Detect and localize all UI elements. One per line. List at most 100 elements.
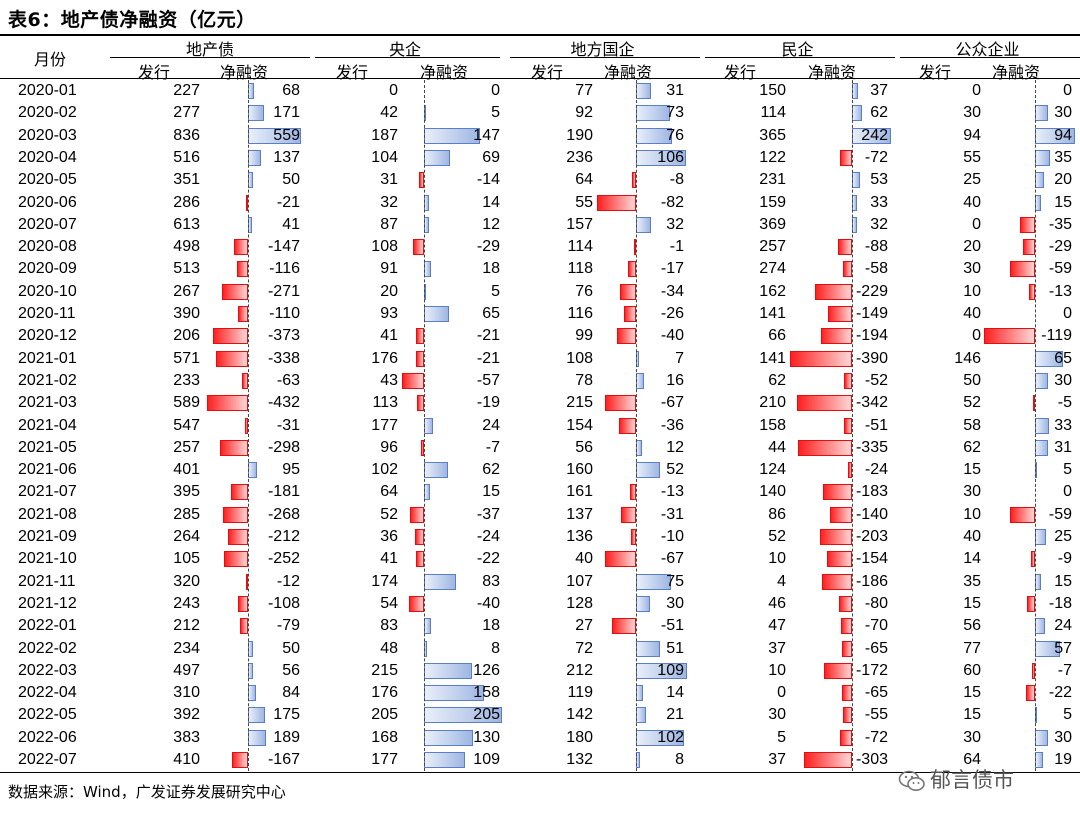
- net-financing-bar: [620, 283, 636, 300]
- net-financing-bar: [1031, 551, 1035, 568]
- issue-cell: 10: [768, 550, 786, 568]
- net-financing-bar: [843, 372, 852, 389]
- net-financing-cell: -21: [276, 193, 300, 211]
- net-financing-cell: -373: [267, 327, 300, 345]
- issue-cell: 52: [963, 394, 981, 412]
- net-financing-cell: 14: [666, 684, 684, 702]
- issue-cell: 274: [759, 260, 786, 278]
- month-cell: 2020-04: [18, 148, 77, 166]
- net-financing-bar: [215, 350, 248, 367]
- net-financing-cell: 19: [1054, 751, 1072, 768]
- issue-cell: 231: [759, 171, 786, 189]
- net-financing-cell: 0: [491, 82, 500, 99]
- net-financing-cell: 20: [1054, 171, 1072, 189]
- net-financing-cell: -154: [855, 550, 888, 568]
- net-financing-cell: 15: [1054, 572, 1072, 590]
- net-financing-bar: [842, 261, 852, 278]
- net-financing-cell: 25: [1054, 528, 1072, 545]
- net-financing-cell: -18: [1048, 594, 1072, 612]
- issue-cell: 410: [173, 751, 200, 768]
- net-financing-cell: 126: [473, 661, 500, 679]
- issue-cell: 86: [768, 505, 786, 523]
- net-financing-bar: [1031, 662, 1035, 679]
- net-financing-cell: 171: [273, 104, 300, 122]
- net-financing-cell: 84: [282, 684, 300, 702]
- net-financing-cell: -63: [276, 371, 300, 389]
- issue-cell: 146: [954, 349, 981, 367]
- issue-cell: 94: [963, 126, 981, 144]
- net-financing-cell: -167: [267, 751, 300, 768]
- month-cell: 2022-01: [18, 617, 77, 635]
- net-financing-cell: -40: [476, 594, 500, 612]
- net-financing-bar: [617, 328, 636, 345]
- net-financing-bar: [612, 618, 636, 635]
- net-financing-cell: 5: [491, 282, 500, 300]
- net-financing-cell: -67: [660, 550, 684, 568]
- net-financing-bar: [820, 328, 852, 345]
- issue-cell: 77: [575, 82, 593, 99]
- issue-cell: 55: [963, 148, 981, 166]
- month-cell: 2020-06: [18, 193, 77, 211]
- net-financing-cell: 15: [482, 483, 500, 501]
- issue-cell: 55: [575, 193, 593, 211]
- issue-cell: 108: [566, 349, 593, 367]
- month-cell: 2022-07: [18, 751, 77, 768]
- net-financing-cell: -149: [855, 305, 888, 322]
- issue-header-property: 发行: [138, 63, 171, 82]
- issue-cell: 108: [371, 238, 398, 256]
- issue-cell: 44: [768, 438, 786, 456]
- net-financing-cell: -31: [276, 416, 300, 434]
- issue-cell: 0: [777, 684, 786, 702]
- issue-cell: 31: [380, 171, 398, 189]
- net-financing-cell: 32: [666, 215, 684, 233]
- month-cell: 2021-02: [18, 371, 77, 389]
- net-financing-bar: [843, 707, 852, 724]
- month-cell: 2022-02: [18, 639, 77, 657]
- issue-cell: 212: [566, 661, 593, 679]
- group-underline: [510, 57, 700, 58]
- issue-cell: 93: [380, 305, 398, 322]
- net-financing-cell: -21: [476, 349, 500, 367]
- net-financing-cell: 189: [273, 728, 300, 746]
- issue-cell: 102: [371, 461, 398, 479]
- issue-cell: 40: [963, 193, 981, 211]
- month-cell: 2021-11: [18, 572, 76, 590]
- issue-cell: 105: [173, 550, 200, 568]
- issue-cell: 64: [963, 751, 981, 768]
- net-financing-cell: -194: [855, 327, 888, 345]
- net-financing-cell: -36: [660, 416, 684, 434]
- group-header-local-soe: 地方国企: [570, 40, 635, 59]
- net-financing-bar: [828, 306, 852, 322]
- net-financing-cell: -72: [864, 148, 888, 166]
- issue-header-local-soe: 发行: [531, 63, 564, 82]
- net-financing-cell: -65: [864, 639, 888, 657]
- net-financing-cell: 205: [473, 706, 500, 724]
- issue-cell: 383: [173, 728, 200, 746]
- net-financing-cell: 31: [666, 82, 684, 99]
- issue-cell: 516: [173, 148, 200, 166]
- issue-cell: 513: [173, 260, 200, 278]
- net-financing-cell: -9: [1057, 550, 1072, 568]
- net-financing-cell: -203: [855, 528, 888, 545]
- net-financing-cell: -119: [1041, 327, 1072, 345]
- net-financing-bar: [597, 194, 636, 211]
- net-financing-cell: -55: [864, 706, 888, 724]
- issue-cell: 547: [173, 416, 200, 434]
- net-financing-bar: [408, 595, 424, 612]
- issue-cell: 236: [566, 148, 593, 166]
- issue-cell: 132: [566, 751, 593, 768]
- net-financing-bar: [632, 172, 636, 189]
- net-financing-cell: 106: [657, 148, 684, 166]
- net-financing-cell: -88: [864, 238, 888, 256]
- issue-cell: 118: [567, 260, 593, 278]
- net-financing-bar: [1009, 261, 1035, 278]
- issue-cell: 161: [566, 483, 593, 501]
- net-financing-cell: 65: [482, 305, 500, 322]
- group-underline: [705, 57, 895, 58]
- issue-cell: 40: [963, 528, 981, 545]
- source-note: 数据来源：Wind，广发证券发展研究中心: [8, 783, 286, 801]
- net-financing-cell: 95: [282, 461, 300, 479]
- month-cell: 2021-05: [18, 438, 77, 456]
- issue-cell: 36: [380, 528, 398, 545]
- issue-cell: 56: [963, 617, 981, 635]
